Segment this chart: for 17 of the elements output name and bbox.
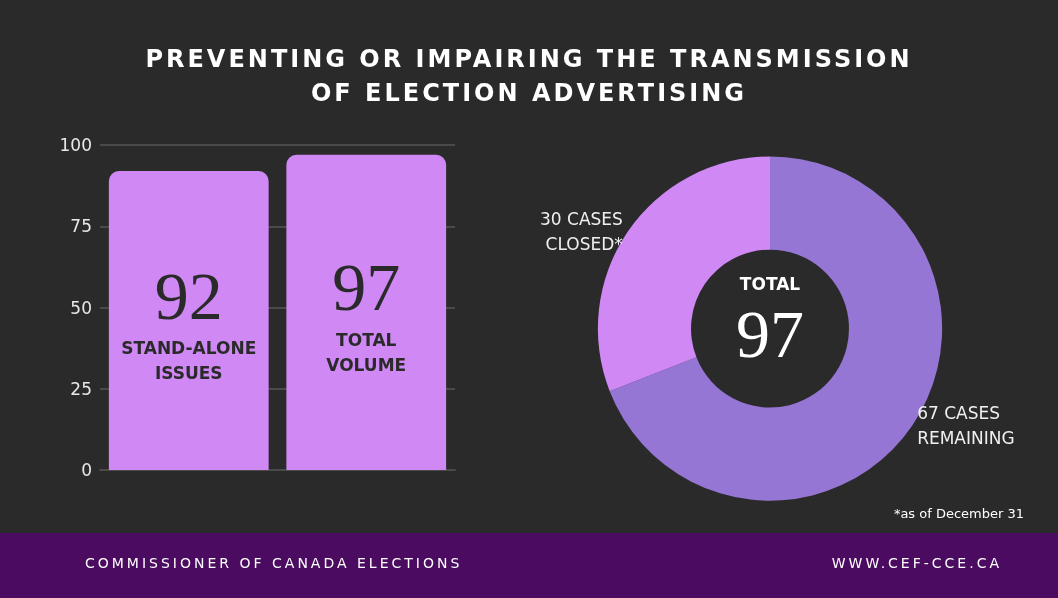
data-label: 97 <box>332 249 401 326</box>
text: WWW.CEF-CCE.CA <box>831 555 1002 571</box>
text: 97 <box>736 296 804 373</box>
text: *as of December 31 <box>893 506 1024 521</box>
data-label: 92 <box>154 257 223 334</box>
y-tick-label: 100 <box>59 135 92 155</box>
slice-label: 30 CASES CLOSED* <box>540 209 623 255</box>
text: COMMISSIONER OF CANADA ELECTIONS <box>85 555 463 571</box>
x-tick-label: TOTAL VOLUME <box>326 329 407 375</box>
text: TOTAL <box>739 274 801 295</box>
x-tick-label: STAND-ALONE ISSUES <box>121 338 257 383</box>
y-tick-label: 50 <box>70 297 92 318</box>
y-tick-label: 0 <box>81 460 92 480</box>
y-tick-label: 25 <box>70 378 92 399</box>
text: PREVENTING OR IMPAIRING THE TRANSMISSION OF ELECTION ADVERTISING <box>144 44 914 109</box>
slice-label: 67 CASES REMAINING <box>917 403 1015 449</box>
y-tick-label: 75 <box>70 216 92 237</box>
